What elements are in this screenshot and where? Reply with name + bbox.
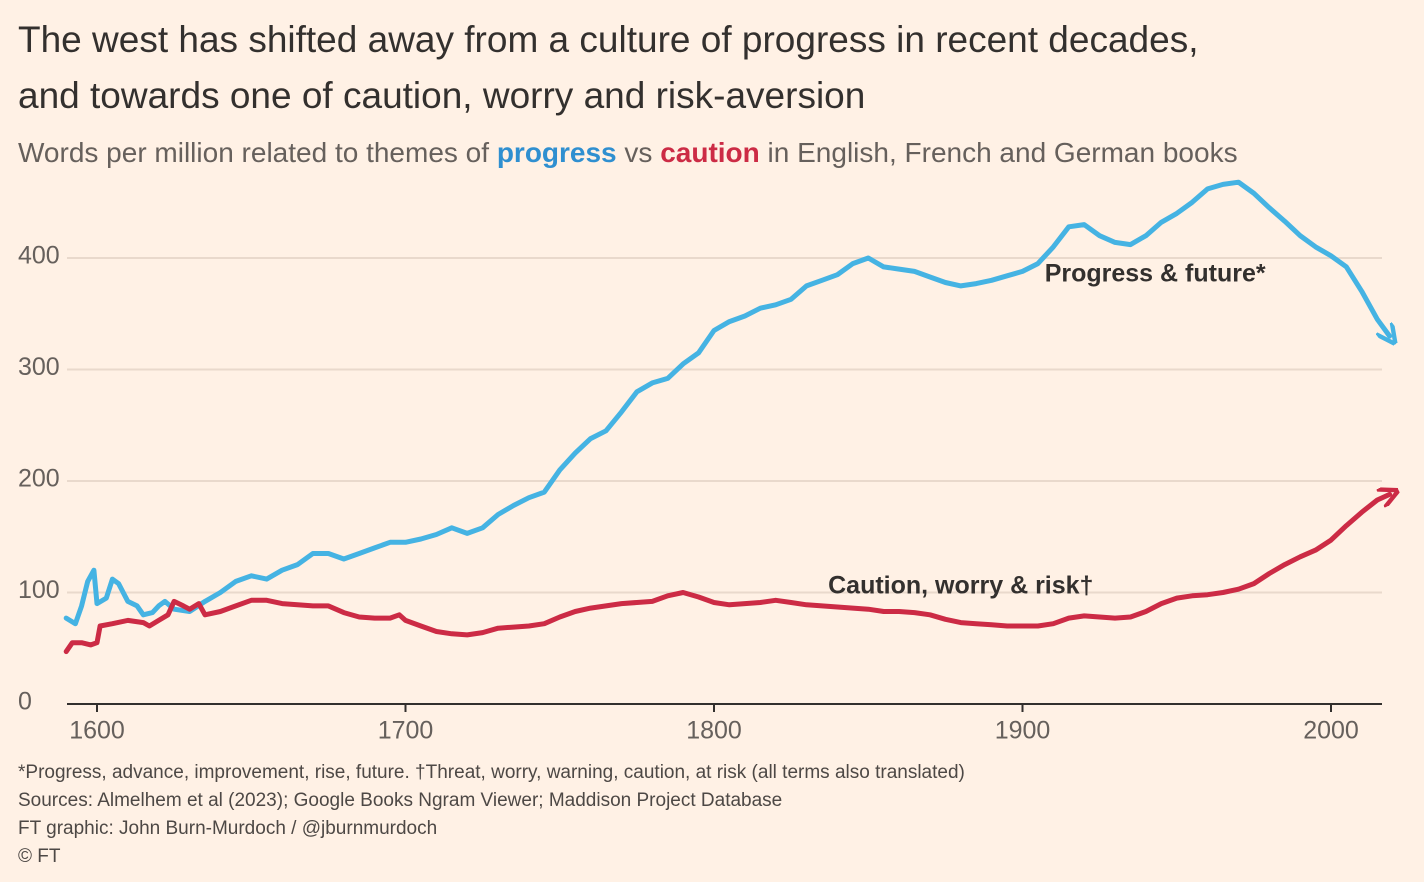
subtitle-part: vs bbox=[617, 137, 661, 168]
subtitle-part: progress bbox=[497, 137, 617, 168]
x-tick-label: 2000 bbox=[1303, 717, 1359, 745]
subtitle-part: caution bbox=[660, 137, 760, 168]
footnote: Sources: Almelhem et al (2023); Google B… bbox=[18, 790, 782, 811]
series-label: Progress & future* bbox=[1045, 259, 1266, 287]
subtitle-part: in English, French and German books bbox=[760, 137, 1238, 168]
series-line bbox=[63, 179, 1389, 627]
y-tick-label: 0 bbox=[18, 688, 32, 716]
chart-subtitle: Words per million related to themes of p… bbox=[18, 137, 1238, 168]
series-line bbox=[63, 494, 1389, 655]
footnote: © FT bbox=[18, 846, 61, 867]
x-tick-label: 1800 bbox=[686, 717, 742, 745]
footnote: *Progress, advance, improvement, rise, f… bbox=[18, 762, 965, 783]
x-tick-label: 1600 bbox=[69, 717, 125, 745]
chart-title: and towards one of caution, worry and ri… bbox=[18, 75, 865, 116]
y-tick-label: 400 bbox=[18, 242, 60, 270]
series-label: Caution, worry & risk† bbox=[828, 572, 1093, 600]
x-tick-label: 1900 bbox=[995, 717, 1051, 745]
y-tick-label: 300 bbox=[18, 353, 60, 381]
footnote: FT graphic: John Burn-Murdoch / @jburnmu… bbox=[18, 818, 437, 839]
chart-title: The west has shifted away from a culture… bbox=[18, 19, 1198, 60]
y-tick-label: 100 bbox=[18, 576, 60, 604]
subtitle-part: Words per million related to themes of bbox=[18, 137, 497, 168]
x-tick-label: 1700 bbox=[378, 717, 434, 745]
y-tick-label: 200 bbox=[18, 465, 60, 493]
